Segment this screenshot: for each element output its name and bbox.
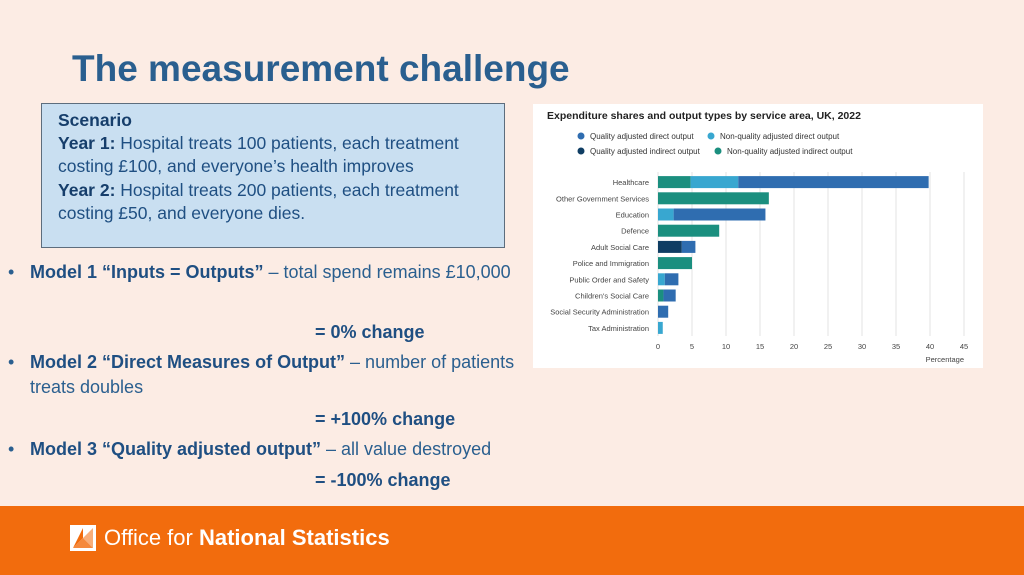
chart-svg: Expenditure shares and output types by s… xyxy=(547,110,968,364)
scenario-box: Scenario Year 1: Hospital treats 100 pat… xyxy=(41,103,505,248)
y-tick-label: Other Government Services xyxy=(556,194,649,203)
y-tick-label: Healthcare xyxy=(613,178,649,187)
model-item: • Model 3 “Quality adjusted output” – al… xyxy=(8,437,491,462)
y-tick-label: Children's Social Care xyxy=(575,292,649,301)
legend-swatch xyxy=(707,132,715,140)
ons-logo: Office for National Statistics xyxy=(70,525,390,551)
bar-segment xyxy=(673,208,766,221)
bar-segment xyxy=(658,176,691,189)
bar-segment xyxy=(658,289,664,302)
org-name-light: Office for xyxy=(104,525,199,550)
x-tick-label: 35 xyxy=(892,342,900,351)
legend-label: Non-quality adjusted direct output xyxy=(720,132,840,141)
model-desc: – number of patients treats doubles xyxy=(30,352,515,397)
bullet: • xyxy=(8,439,15,459)
legend-swatch xyxy=(577,132,585,140)
bar-segment xyxy=(664,273,679,286)
model-desc: – total spend remains £10,000 xyxy=(263,262,511,282)
y-tick-label: Tax Administration xyxy=(588,324,649,333)
bar-segment xyxy=(681,240,696,253)
y-tick-label: Public Order and Safety xyxy=(569,275,649,284)
model-name: Model 3 “Quality adjusted output” xyxy=(30,439,322,459)
legend-label: Non-quality adjusted indirect output xyxy=(727,147,853,156)
bar-segment xyxy=(738,176,929,189)
x-tick-label: 0 xyxy=(656,342,660,351)
year2-label: Year 2: xyxy=(58,179,116,200)
year1-text: Hospital treats 100 patients, each treat… xyxy=(58,133,459,177)
x-tick-label: 40 xyxy=(926,342,934,351)
year2-text: Hospital treats 200 patients, each treat… xyxy=(58,179,459,223)
scenario-year1: Year 1: Hospital treats 100 patients, ea… xyxy=(58,132,504,178)
bar-segment xyxy=(663,289,676,302)
bar-segment xyxy=(658,192,769,205)
bar-segment xyxy=(658,321,663,334)
model-name: Model 1 “Inputs = Outputs” xyxy=(30,262,264,282)
y-tick-label: Social Security Administration xyxy=(550,308,649,317)
x-tick-label: 45 xyxy=(960,342,968,351)
scenario-heading: Scenario xyxy=(58,110,132,130)
legend-swatch xyxy=(714,147,722,155)
model-desc: – all value destroyed xyxy=(321,439,492,459)
x-axis-label: Percentage xyxy=(926,355,964,364)
model-result: = 0% change xyxy=(315,322,425,342)
bar-segment xyxy=(658,305,669,318)
model-result: = -100% change xyxy=(315,470,451,490)
bar-segment xyxy=(658,257,692,270)
expenditure-chart: Expenditure shares and output types by s… xyxy=(533,104,983,368)
footer-bar: Office for National Statistics xyxy=(0,506,1024,575)
x-tick-label: 15 xyxy=(756,342,764,351)
year1-label: Year 1: xyxy=(58,133,116,154)
x-tick-label: 25 xyxy=(824,342,832,351)
x-tick-label: 20 xyxy=(790,342,798,351)
ons-logo-icon xyxy=(70,525,96,551)
bar-segment xyxy=(658,240,682,253)
chart-title: Expenditure shares and output types by s… xyxy=(547,110,861,122)
x-tick-label: 10 xyxy=(722,342,730,351)
y-tick-label: Police and Immigration xyxy=(573,259,649,268)
slide-title: The measurement challenge xyxy=(72,48,570,89)
bar-segment xyxy=(658,273,665,286)
legend-swatch xyxy=(577,147,585,155)
org-name-bold: National Statistics xyxy=(198,525,390,550)
legend-label: Quality adjusted indirect output xyxy=(590,147,701,156)
model-item: • Model 2 “Direct Measures of Output” – … xyxy=(8,350,528,400)
bar-segment xyxy=(658,224,720,237)
y-tick-label: Education xyxy=(616,211,649,220)
bar-segment xyxy=(658,208,674,221)
x-tick-label: 30 xyxy=(858,342,866,351)
model-item: • Model 1 “Inputs = Outputs” – total spe… xyxy=(8,260,511,285)
legend-label: Quality adjusted direct output xyxy=(590,132,694,141)
y-tick-label: Defence xyxy=(621,227,649,236)
model-name: Model 2 “Direct Measures of Output” xyxy=(30,352,346,372)
x-tick-label: 5 xyxy=(690,342,694,351)
bullet: • xyxy=(8,262,15,282)
y-tick-label: Adult Social Care xyxy=(591,243,649,252)
scenario-year2: Year 2: Hospital treats 200 patients, ea… xyxy=(58,179,504,225)
model-result: = +100% change xyxy=(315,409,456,429)
bullet: • xyxy=(8,352,15,372)
bar-segment xyxy=(690,176,739,189)
org-name: Office for National Statistics xyxy=(104,525,390,551)
